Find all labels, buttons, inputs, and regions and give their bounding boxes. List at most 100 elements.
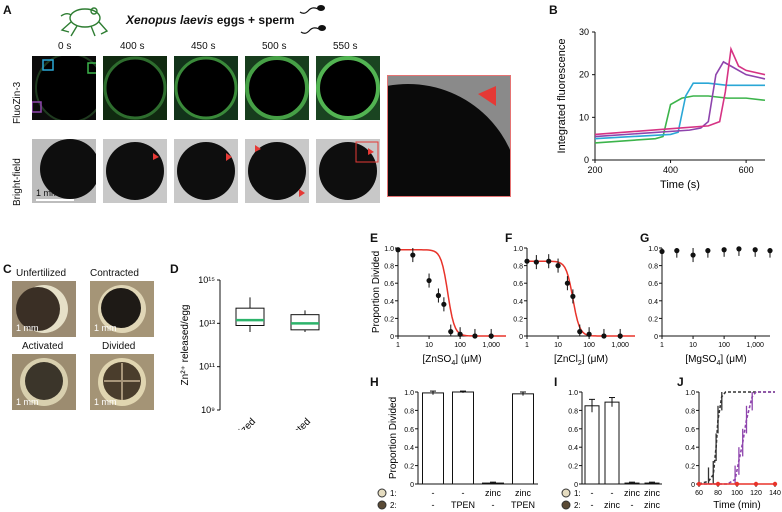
row-label-fluo: FluoZin-3 xyxy=(12,81,23,124)
e-point xyxy=(410,252,416,258)
e-xtick-label: 1 xyxy=(396,342,400,349)
frog-icon xyxy=(60,7,109,37)
g-ytick-label: 0.8 xyxy=(648,264,658,271)
time-label-4: 550 s xyxy=(333,41,358,52)
j-xtick-label: 80 xyxy=(714,490,722,497)
h-row2-label: TPEN xyxy=(451,500,475,510)
h-row2-label: - xyxy=(432,500,435,510)
f-point xyxy=(555,263,561,269)
i-row1-index: 1: xyxy=(574,489,581,498)
label-unfertilized: Unfertilized xyxy=(16,268,67,279)
j-xtick-label: 60 xyxy=(695,490,703,497)
panel-g-label: G xyxy=(640,231,650,245)
e-ytick-label: 0.8 xyxy=(384,264,394,271)
panel-i-label: I xyxy=(554,375,558,389)
h-row2-label: TPEN xyxy=(511,500,535,510)
h-ytick-label: 1.0 xyxy=(404,390,414,397)
scale-label-c3: 1 mm xyxy=(16,397,39,407)
i-ytick-label: 0.8 xyxy=(568,408,578,415)
i-ytick-label: 0.2 xyxy=(568,464,578,471)
h-ytick-label: 0.4 xyxy=(404,445,414,452)
h-row1-label: zinc xyxy=(485,488,502,498)
b-xlabel: Time (s) xyxy=(660,179,700,191)
f-ytick-label: 0.2 xyxy=(513,316,523,323)
f-xtick-label: 100 xyxy=(583,342,595,349)
f-point xyxy=(524,258,530,264)
b-ytick-label: 10 xyxy=(579,112,589,122)
b-xtick-label: 600 xyxy=(739,165,754,175)
b-ytick-label: 0 xyxy=(584,155,589,165)
fluo-tile-4 xyxy=(316,56,380,120)
chart-f: 0 0.2 0.4 0.6 0.8 1.0 1 10 100 1,000[ZnCl2] (μM) xyxy=(513,246,635,367)
chart-e: 0 0.2 0.4 0.6 0.8 1.0 1 10 100 1,000[ZnSO4] (μM) P… xyxy=(371,246,507,367)
bf-tile-2 xyxy=(174,139,238,203)
h-bar xyxy=(512,393,534,485)
chart-g: 0 0.2 0.4 0.6 0.8 1.0 1 10 100 1,000[MgSO4] (μM) xyxy=(648,246,773,367)
sperm-icon xyxy=(299,5,326,34)
h-ytick-label: 0.6 xyxy=(404,427,414,434)
i-row2-label: - xyxy=(591,500,594,510)
f-point xyxy=(617,333,623,339)
h-ytick-label: 0 xyxy=(410,482,414,489)
egg-photo-divided xyxy=(90,354,154,410)
b-series-line xyxy=(594,46,766,136)
j-ytick-label: 0.4 xyxy=(685,445,695,452)
d-ytick-label: 10¹¹ xyxy=(199,362,215,372)
f-xtick-label: 1,000 xyxy=(611,342,629,349)
e-point xyxy=(395,247,401,253)
h-bar xyxy=(422,392,444,485)
i-bar xyxy=(604,401,620,485)
fluo-tile-1 xyxy=(103,56,167,120)
h-row1-label: zinc xyxy=(515,488,532,498)
j-series-line xyxy=(698,391,775,485)
f-point xyxy=(586,331,592,337)
i-egg-icon xyxy=(561,488,571,498)
e-point xyxy=(448,329,454,335)
f-point xyxy=(570,293,576,299)
species-name: Xenopus laevis xyxy=(126,13,214,27)
j-point xyxy=(734,481,740,487)
i-row1-label: - xyxy=(611,488,614,498)
panel-j-label: J xyxy=(677,375,684,389)
bf-tile-0 xyxy=(32,139,96,203)
b-series-line xyxy=(594,82,765,140)
chart-d: 10⁹ 10¹¹ 10¹³ 10¹⁵ Zn²⁺ released/egg Fertiliz… xyxy=(180,275,320,430)
i-ytick-label: 0.6 xyxy=(568,427,578,434)
scale-bar-a: 1 mm xyxy=(36,188,74,201)
i-ytick-label: 1.0 xyxy=(568,390,578,397)
b-xtick-label: 400 xyxy=(663,165,678,175)
d-category-label: Fertilized xyxy=(222,416,258,430)
d-ylabel: Zn²⁺ released/egg xyxy=(180,305,191,386)
e-xlabel: [ZnSO4] (μM) xyxy=(422,354,481,367)
header-rest: eggs + sperm xyxy=(213,13,295,27)
i-ytick-label: 0.4 xyxy=(568,445,578,452)
g-xtick-label: 100 xyxy=(718,342,730,349)
b-ytick-label: 30 xyxy=(579,27,589,37)
egg-photo-activated xyxy=(12,354,76,410)
time-label-2: 450 s xyxy=(191,41,216,52)
label-divided: Divided xyxy=(102,341,136,352)
h-egg-icon xyxy=(377,488,387,498)
zoom-inset xyxy=(387,75,511,197)
b-ytick-label: 20 xyxy=(579,70,589,80)
g-point xyxy=(721,247,727,253)
f-xtick-label: 1 xyxy=(525,342,529,349)
e-ytick-label: 0.6 xyxy=(384,281,394,288)
j-ytick-label: 1.0 xyxy=(685,390,695,397)
e-ytick-label: 1.0 xyxy=(384,246,394,253)
i-bar xyxy=(584,405,600,485)
label-contracted: Contracted xyxy=(90,268,139,279)
g-point xyxy=(659,248,665,255)
d-box xyxy=(235,307,265,327)
g-point xyxy=(690,252,696,258)
h-row1-label: - xyxy=(462,488,465,498)
panel-b-label: B xyxy=(549,3,558,17)
g-xtick-label: 10 xyxy=(689,342,697,349)
e-point xyxy=(426,277,432,284)
panel-h-label: H xyxy=(370,375,379,389)
j-point xyxy=(772,481,778,487)
e-point xyxy=(488,333,494,339)
e-xtick-label: 100 xyxy=(454,342,466,349)
panel-d-label: D xyxy=(170,262,179,276)
